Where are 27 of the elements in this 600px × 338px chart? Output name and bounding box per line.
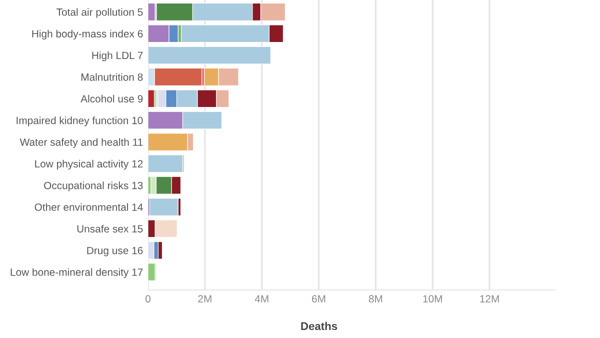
y-tick-label: Malnutrition 8 [81,73,143,81]
bar [158,241,163,260]
x-tick-label: 0 [146,295,150,303]
x-tick-label: 6M [312,295,326,303]
bar [148,263,156,281]
y-tick-label: High LDL 7 [92,51,143,62]
y-tick-label: Occupational risks 13 [44,182,143,192]
x-tick-label: 8M [368,295,382,303]
x-tick-label: 12M [480,295,499,302]
bar [148,90,155,108]
y-tick-label: Water safety and health 11 [20,138,143,148]
y-tick-label: Other environmental 14 [34,203,143,211]
bar [148,154,184,173]
y-tick-label: High body-mass index 6 [32,30,143,40]
y-tick-label: Total air pollution 5 [56,8,143,18]
x-tick-label: 2M [198,295,212,302]
x-axis-title: Deaths [301,322,338,330]
y-tick-label: Unsafe sex 15 [77,224,143,233]
bar [148,46,271,64]
y-tick-label: Low bone-mineral density 17 [10,268,143,278]
y-tick-label: Alcohol use 9 [80,94,143,102]
y-tick-label: Drug use 16 [87,246,143,256]
x-tick-label: 10M [423,295,442,303]
y-tick-label: Low physical activity 12 [35,160,143,170]
y-tick-label: Impaired kidney function 10 [16,116,143,126]
bar [149,198,178,216]
x-tick-label: 4M [254,295,268,302]
